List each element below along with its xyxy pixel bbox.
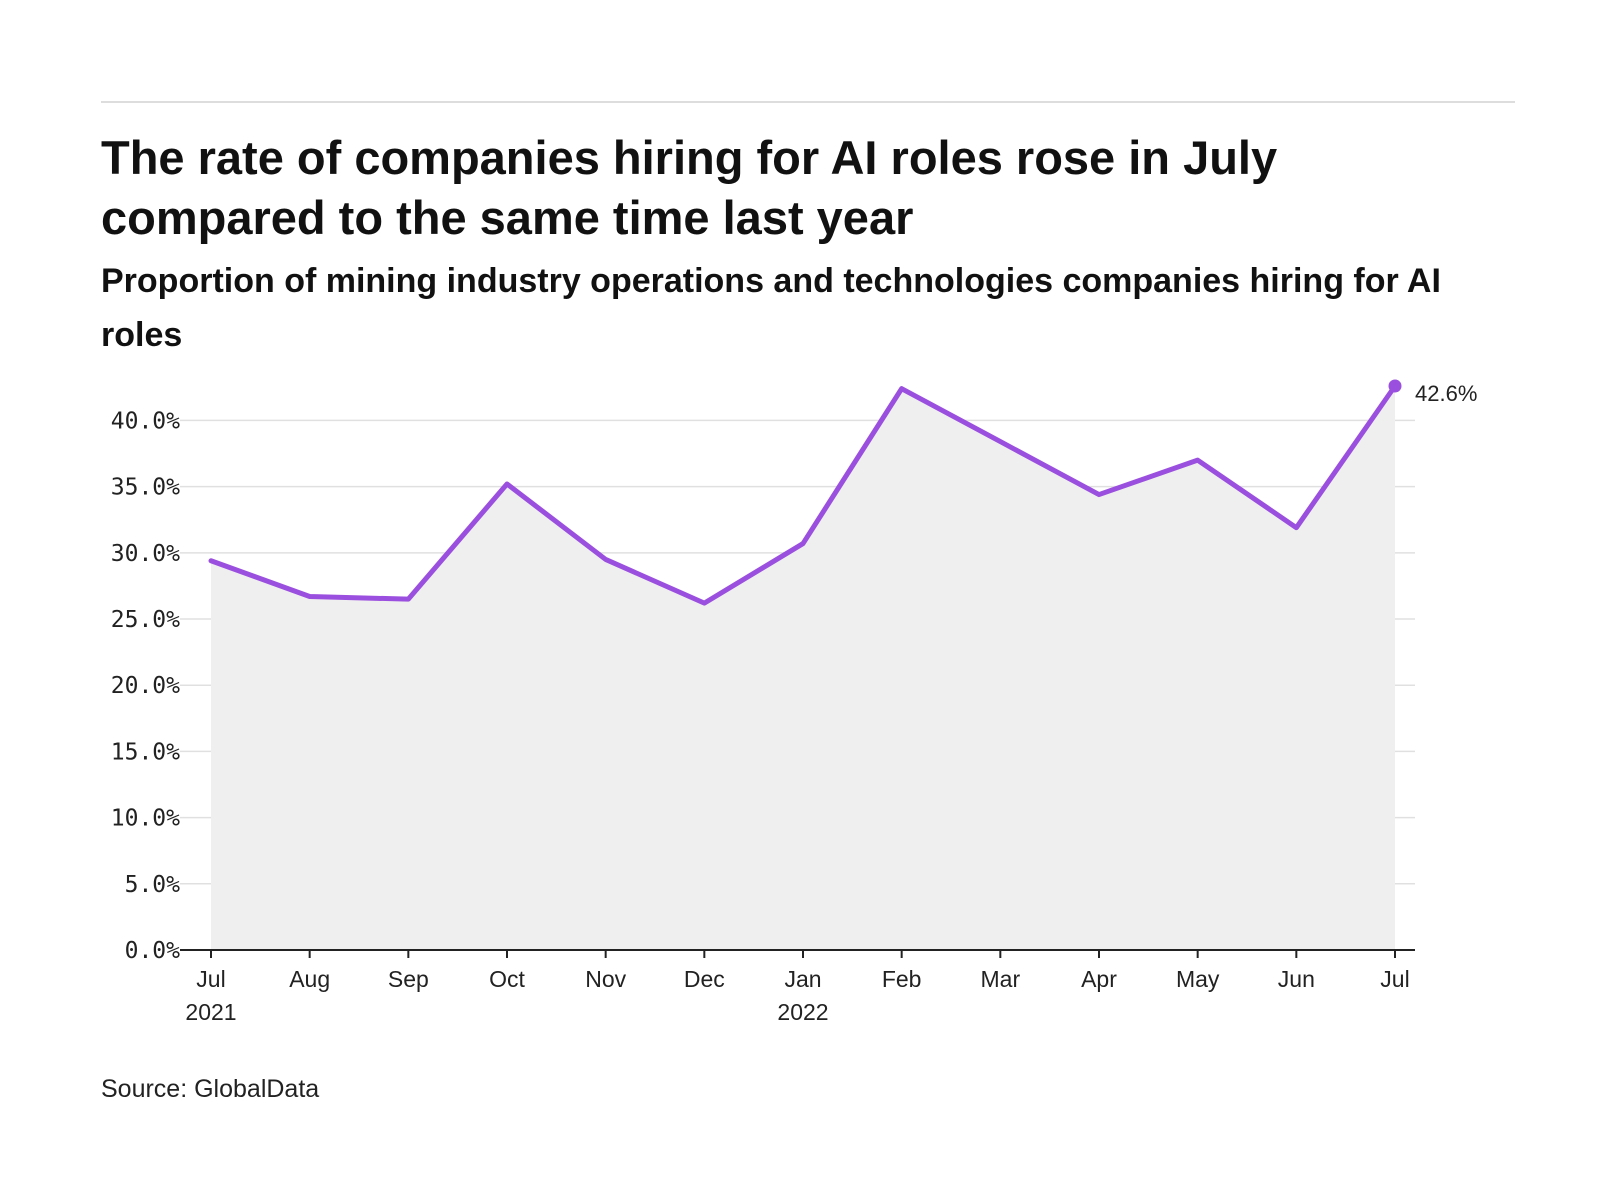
y-tick-label: 20.0% xyxy=(111,673,180,699)
y-tick-label: 30.0% xyxy=(111,541,180,567)
x-tick-label: Jul xyxy=(1380,966,1409,992)
x-tick-label: Jun xyxy=(1278,966,1315,992)
y-axis-ticks: 0.0% 5.0% 10.0% 15.0% 20.0% 25.0% 30.0% 35.0% 40… xyxy=(111,408,180,964)
y-tick-label: 0.0% xyxy=(125,938,181,964)
x-tick-label: Dec xyxy=(684,966,725,992)
y-tick-label: 35.0% xyxy=(111,475,180,501)
y-tick-label: 15.0% xyxy=(111,739,180,765)
x-tick-label: Jan xyxy=(784,966,821,992)
x-tick-label: Mar xyxy=(981,966,1021,992)
x-tick-label: Apr xyxy=(1081,966,1117,992)
y-tick-label: 25.0% xyxy=(111,607,180,633)
area-fill xyxy=(211,386,1395,950)
x-tick-label: May xyxy=(1176,966,1220,992)
line-chart: 0.0% 5.0% 10.0% 15.0% 20.0% 25.0% 30.0% 35.0% 40… xyxy=(111,379,1477,1025)
x-axis-ticks: Jul 2021 Aug Sep Oct Nov Dec Jan 2022 Feb Mar Apr Ma… xyxy=(185,950,1410,1025)
x-tick-label: 2021 xyxy=(185,999,236,1025)
x-tick-label: Aug xyxy=(289,966,330,992)
series-line xyxy=(208,383,1398,606)
y-tick-label: 40.0% xyxy=(111,408,180,434)
source-note: Source: GlobalData xyxy=(101,1075,320,1103)
x-tick-label: Jul xyxy=(196,966,225,992)
chart-subtitle: Proportion of mining industry operations… xyxy=(101,262,1441,354)
x-tick-label: Oct xyxy=(489,966,525,992)
data-points xyxy=(1388,379,1402,393)
x-tick-label: Nov xyxy=(585,966,626,992)
x-tick-label: 2022 xyxy=(777,999,828,1025)
chart-title: The rate of companies hiring for AI role… xyxy=(101,131,1278,244)
x-tick-label: Sep xyxy=(388,966,429,992)
y-tick-label: 10.0% xyxy=(111,806,180,832)
last-data-point xyxy=(1388,379,1402,393)
y-tick-label: 5.0% xyxy=(125,872,181,898)
top-rule xyxy=(101,101,1515,103)
last-value-label: 42.6% xyxy=(1415,381,1477,406)
x-tick-label: Feb xyxy=(882,966,922,992)
